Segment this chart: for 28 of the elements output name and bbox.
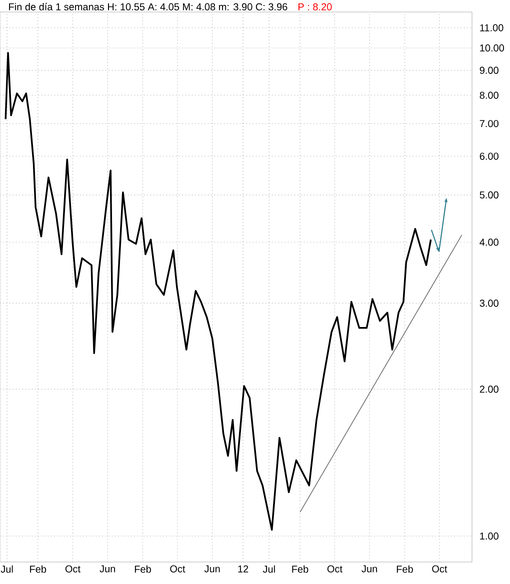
y-tick-label: 3.00	[480, 300, 498, 307]
x-tick-label: Jun	[362, 565, 377, 572]
x-tick-label: 12	[238, 565, 248, 572]
x-tick-label: Jun	[100, 565, 116, 572]
y-tick-label: 9.00	[480, 66, 498, 74]
x-tick-label: Jul	[0, 565, 13, 573]
chart-title: Fin de día 1 semanas H: 10.55 A: 4.05 M: 4.08 m: 3.90 C: 3.96	[9, 2, 288, 10]
x-tick-label: Oct	[170, 565, 186, 572]
chart-subtitle: P : 8.20	[298, 3, 332, 10]
y-tick-label: 10.00	[480, 44, 504, 52]
x-tick-label: Jul	[262, 565, 275, 573]
y-tick-label: 7.00	[480, 120, 498, 128]
x-tick-label: Feb	[134, 565, 151, 573]
y-tick-label: 6.00	[480, 152, 498, 160]
x-tick-label: Oct	[432, 565, 448, 572]
line-series	[4, 52, 432, 531]
x-tick-label: Feb	[396, 565, 413, 573]
x-tick-label: Feb	[30, 565, 46, 573]
y-tick-label: 5.00	[480, 191, 498, 198]
x-tick-label: Jun	[204, 565, 220, 572]
y-tick-label: 11.00	[480, 24, 504, 32]
x-tick-label: Oct	[65, 565, 80, 572]
y-tick-label: 8.00	[480, 92, 498, 99]
y-tick-label: 1.00	[480, 532, 498, 540]
x-tick-label: Feb	[292, 565, 308, 573]
y-tick-label: 2.00	[480, 386, 498, 393]
y-tick-label: 4.00	[480, 238, 498, 246]
x-tick-label: Oct	[327, 565, 342, 572]
